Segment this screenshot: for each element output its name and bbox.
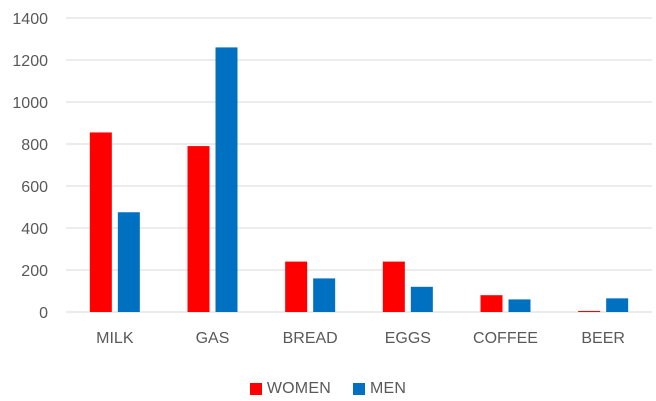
bar-men-milk (117, 212, 140, 312)
y-tick-label-600: 600 (21, 179, 48, 196)
x-category-label-coffee: COFFEE (473, 330, 538, 347)
bar-women-beer (578, 310, 601, 312)
y-tick-label-200: 200 (21, 263, 48, 280)
bar-women-gas (187, 146, 210, 312)
bars (89, 47, 629, 313)
x-axis-category-labels: MILK GAS BREAD EGGS COFFEE BEER (96, 330, 625, 347)
legend: WOMEN MEN (0, 380, 656, 398)
gridlines (66, 17, 652, 313)
bar-men-bread (313, 278, 336, 312)
bar-men-gas (215, 47, 238, 313)
legend-label-men: MEN (369, 380, 407, 397)
y-tick-label-1400: 1400 (12, 11, 48, 28)
x-category-label-gas: GAS (196, 330, 230, 347)
bar-men-eggs (410, 286, 433, 312)
y-tick-label-400: 400 (21, 221, 48, 238)
bar-women-eggs (382, 261, 405, 312)
x-category-label-beer: BEER (581, 330, 625, 347)
legend-swatch-men (352, 383, 365, 395)
x-category-label-milk: MILK (96, 330, 134, 347)
legend-swatch-women (249, 383, 262, 395)
x-category-label-eggs: EGGS (385, 330, 431, 347)
y-tick-label-1000: 1000 (12, 95, 48, 112)
bar-women-milk (89, 132, 112, 312)
y-tick-label-800: 800 (21, 137, 48, 154)
legend-label-women: WOMEN (266, 380, 331, 397)
bar-men-beer (606, 298, 629, 312)
y-tick-label-0: 0 (39, 305, 48, 322)
x-category-label-bread: BREAD (283, 330, 338, 347)
legend-item-men: MEN (352, 380, 407, 398)
bar-women-coffee (480, 295, 503, 312)
y-axis-tick-labels: 0 200 400 600 800 1000 1200 1400 (12, 11, 48, 322)
bar-women-bread (285, 261, 308, 312)
legend-item-women: WOMEN (249, 380, 331, 398)
bar-men-coffee (508, 299, 531, 312)
y-tick-label-1200: 1200 (12, 53, 48, 70)
